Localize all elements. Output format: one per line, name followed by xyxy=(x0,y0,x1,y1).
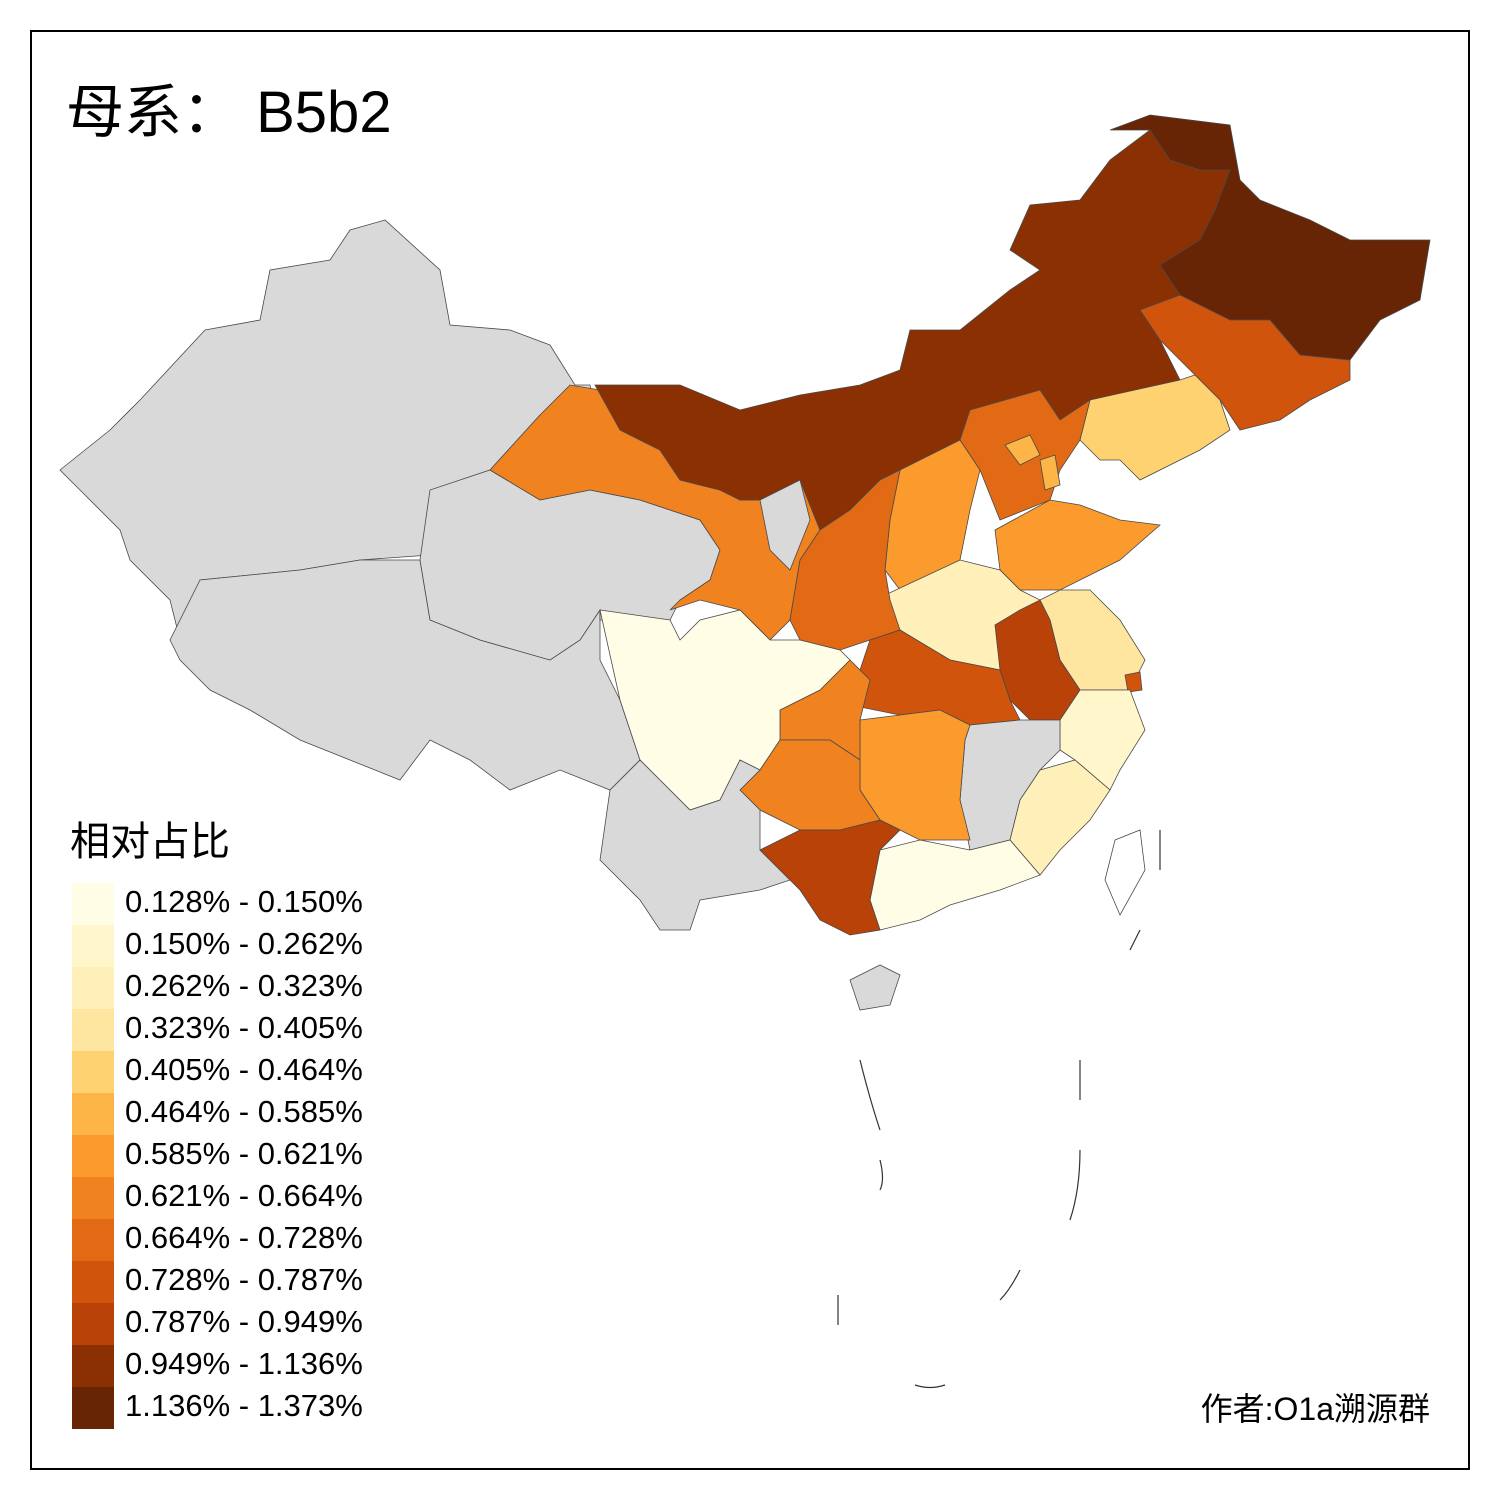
region xyxy=(759,479,811,571)
legend-label: 0.262% - 0.323% xyxy=(125,968,363,1003)
legend-swatch xyxy=(72,1387,114,1429)
legend-label: 0.585% - 0.621% xyxy=(125,1136,363,1171)
legend-label: 0.405% - 0.464% xyxy=(125,1052,363,1087)
legend-label: 0.949% - 1.136% xyxy=(125,1346,363,1381)
legend-swatch xyxy=(72,1303,114,1345)
region xyxy=(739,739,881,831)
region xyxy=(1104,829,1146,916)
legend-label: 0.464% - 0.585% xyxy=(125,1094,363,1129)
legend-swatch xyxy=(72,1093,114,1135)
region xyxy=(849,964,901,1011)
legend-label: 0.664% - 0.728% xyxy=(125,1220,363,1255)
legend-swatch xyxy=(72,925,114,967)
legend-swatch xyxy=(72,1135,114,1177)
legend-label: 0.323% - 0.405% xyxy=(125,1010,363,1045)
region xyxy=(789,469,901,651)
legend-label: 0.728% - 0.787% xyxy=(125,1262,363,1297)
map xyxy=(59,114,1431,1389)
legend-swatch xyxy=(72,1345,114,1387)
legend-label: 0.128% - 0.150% xyxy=(125,884,363,919)
credit: 作者:O1a溯源群 xyxy=(1201,1391,1430,1427)
legend-swatch xyxy=(72,1219,114,1261)
legend-swatch xyxy=(72,883,114,925)
legend: 0.128% - 0.150% 0.150% - 0.262% 0.262% - 0… xyxy=(72,883,363,1429)
legend-label: 0.621% - 0.664% xyxy=(125,1178,363,1213)
region xyxy=(759,819,901,936)
legend-swatch xyxy=(72,967,114,1009)
region xyxy=(1039,454,1061,491)
legend-title: 相对占比 xyxy=(70,820,230,864)
region xyxy=(1079,374,1231,481)
region xyxy=(1009,759,1111,876)
legend-swatch xyxy=(72,1261,114,1303)
legend-swatch xyxy=(72,1177,114,1219)
legend-label: 1.136% - 1.373% xyxy=(125,1388,363,1423)
legend-label: 0.787% - 0.949% xyxy=(125,1304,363,1339)
legend-label: 0.150% - 0.262% xyxy=(125,926,363,961)
region xyxy=(1004,434,1041,466)
region xyxy=(1124,671,1143,693)
map-title: 母系： B5b2 xyxy=(66,80,392,145)
legend-swatch xyxy=(72,1051,114,1093)
legend-swatch xyxy=(72,1009,114,1051)
island-lines xyxy=(837,830,1161,1389)
region xyxy=(599,759,791,931)
